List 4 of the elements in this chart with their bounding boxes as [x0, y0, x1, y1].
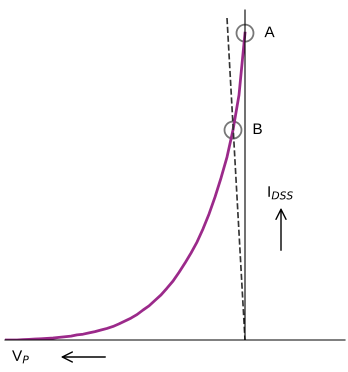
- text: V$_{P}$: [12, 350, 29, 364]
- text: I$_{DSS}$: [268, 186, 293, 200]
- text: A: [264, 26, 275, 38]
- text: B: [254, 123, 262, 134]
